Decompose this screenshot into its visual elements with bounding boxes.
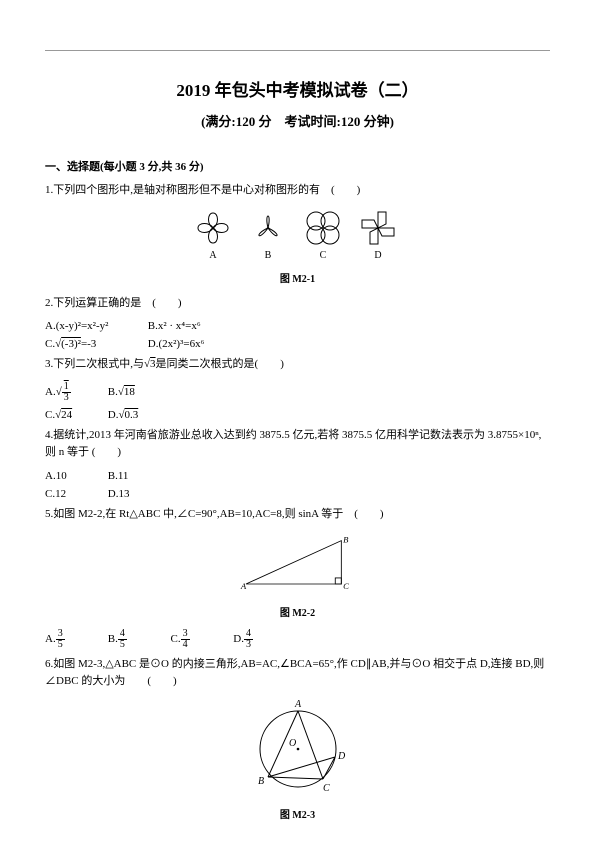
q4-text: 4.据统计,2013 年河南省旅游业总收入达到约 3875.5 亿元,若将 38… (45, 429, 541, 459)
question-2: 2.下列运算正确的是 ( ) (45, 295, 550, 313)
svg-text:B: B (264, 250, 271, 261)
page-subtitle: (满分:120 分 考试时间:120 分钟) (45, 111, 550, 130)
q3-opt-a: A.√13 (45, 382, 105, 403)
q5-opt-c: C.34 (171, 629, 231, 650)
q3-opt-b: B.√18 (108, 386, 168, 398)
q1-shapes-svg: A B C D (188, 208, 408, 263)
question-1: 1.下列四个图形中,是轴对称图形但不是中心对称图形的有 ( ) (45, 182, 550, 200)
q2-opt-b: B.x² · x⁴=x⁶ (148, 320, 248, 332)
q2-opt-d: D.(2x²)³=6x⁶ (148, 338, 248, 350)
q4-opt-c: C.12 (45, 488, 105, 500)
q3-row2: C.√24 D.√0.3 (45, 409, 550, 421)
question-4: 4.据统计,2013 年河南省旅游业总收入达到约 3875.5 亿元,若将 38… (45, 427, 550, 462)
q1-text: 1.下列四个图形中,是轴对称图形但不是中心对称图形的有 ( ) (45, 184, 360, 196)
question-6: 6.如图 M2-3,△ABC 是⊙O 的内接三角形,AB=AC,∠BCA=65°… (45, 656, 550, 691)
q3-opt-c: C.√24 (45, 409, 105, 421)
q5-opt-a: A.35 (45, 629, 105, 650)
q1-fig-label: 图 M2-1 (45, 270, 550, 285)
q4-opt-a: A.10 (45, 470, 105, 482)
q3-pre: 3.下列二次根式中,与 (45, 358, 144, 370)
q5-opts: A.35 B.45 C.34 D.43 (45, 629, 550, 650)
q3-opt-d: D.√0.3 (108, 409, 168, 421)
q4-row2: C.12 D.13 (45, 488, 550, 500)
q5-fig-label: 图 M2-2 (45, 604, 550, 619)
q4-row1: A.10 B.11 (45, 470, 550, 482)
q5-figure: A B C (45, 532, 550, 600)
q2-text: 2.下列运算正确的是 ( ) (45, 297, 182, 309)
q5-triangle-svg: A B C (233, 532, 363, 597)
q6-text: 6.如图 M2-3,△ABC 是⊙O 的内接三角形,AB=AC,∠BCA=65°… (45, 658, 544, 688)
question-3: 3.下列二次根式中,与√3是同类二次根式的是( ) (45, 356, 550, 374)
q3-row1: A.√13 B.√18 (45, 382, 550, 403)
svg-text:A: A (239, 581, 246, 591)
q2-opt-a: A.(x-y)²=x²-y² (45, 320, 145, 332)
q4-opt-d: D.13 (108, 488, 168, 500)
svg-text:C: C (319, 250, 326, 261)
svg-text:A: A (209, 250, 217, 261)
q4-opt-b: B.11 (108, 470, 168, 482)
q5-opt-b: B.45 (108, 629, 168, 650)
svg-text:C: C (343, 581, 349, 591)
svg-text:D: D (374, 250, 381, 261)
page-title: 2019 年包头中考模拟试卷（二） (45, 76, 550, 101)
q6-fig-label: 图 M2-3 (45, 806, 550, 821)
svg-text:D: D (337, 751, 346, 762)
q2-row2: C.√(-3)²=-3 D.(2x²)³=6x⁶ (45, 338, 550, 350)
q6-circle-svg: A B C D O (243, 699, 353, 799)
svg-text:C: C (323, 783, 330, 794)
q3-post: 是同类二次根式的是( ) (156, 358, 284, 370)
q2-opt-c: C.√(-3)²=-3 (45, 338, 145, 350)
top-rule (45, 50, 550, 51)
svg-text:B: B (258, 776, 264, 787)
svg-text:A: A (294, 699, 302, 710)
q6-figure: A B C D O (45, 699, 550, 802)
q5-text: 5.如图 M2-2,在 Rt△ABC 中,∠C=90°,AB=10,AC=8,则… (45, 508, 384, 520)
svg-text:B: B (343, 534, 349, 544)
q2-row1: A.(x-y)²=x²-y² B.x² · x⁴=x⁶ (45, 320, 550, 332)
section-head: 一、选择题(每小题 3 分,共 36 分) (45, 158, 550, 174)
q1-figure: A B C D (45, 208, 550, 266)
q5-opt-d: D.43 (233, 629, 293, 650)
question-5: 5.如图 M2-2,在 Rt△ABC 中,∠C=90°,AB=10,AC=8,则… (45, 506, 550, 524)
svg-text:O: O (289, 738, 296, 749)
